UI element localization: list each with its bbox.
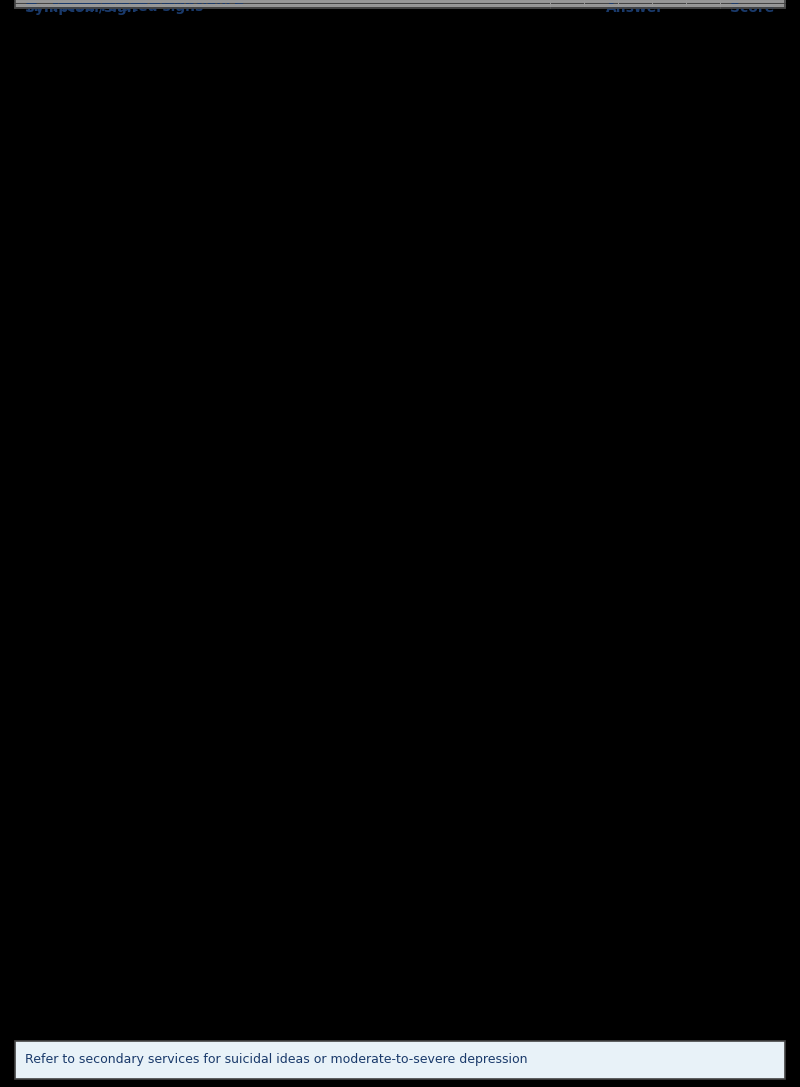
Bar <box>15 1041 785 1079</box>
Text: B   Behavioural disturbance: B Behavioural disturbance <box>27 0 244 10</box>
Text: Symptom/sign: Symptom/sign <box>25 1 137 14</box>
Text: C   Physical signs: C Physical signs <box>27 0 162 7</box>
Text: Refer to secondary services for suicidal ideas or moderate-to-severe depression: Refer to secondary services for suicidal… <box>25 1053 527 1066</box>
Text: Score: Score <box>730 1 774 14</box>
Text: A   Mood-related signs: A Mood-related signs <box>27 0 203 14</box>
Bar <box>15 0 785 8</box>
Text: D   Cyclic functions: D Cyclic functions <box>27 0 176 3</box>
Text: Answer: Answer <box>606 1 664 14</box>
